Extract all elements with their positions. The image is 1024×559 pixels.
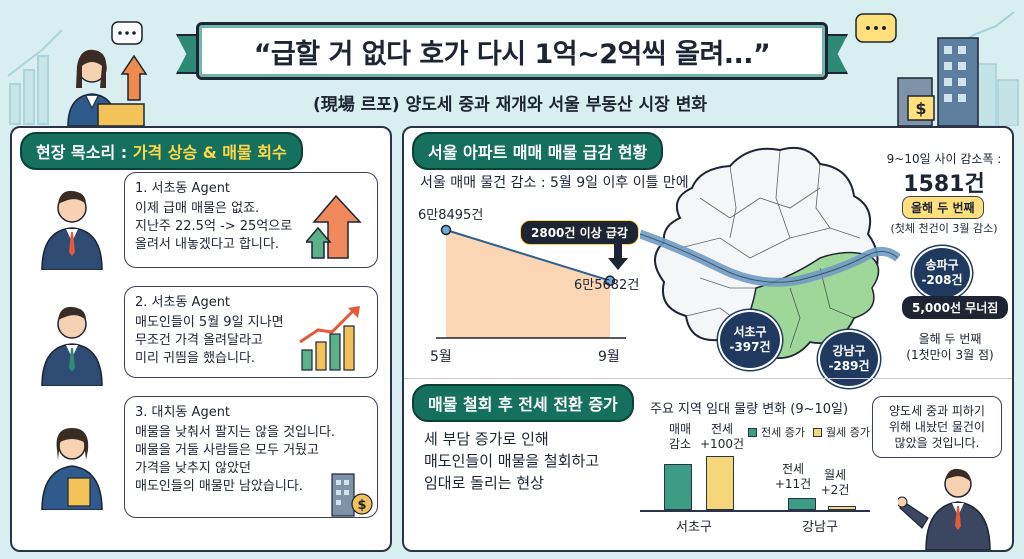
seocho-label-b-1: 전세 — [710, 422, 734, 436]
agent-2-avatar — [41, 306, 103, 386]
agent-2-line-2: 무조건 가격 올려달라고 — [135, 333, 263, 348]
rental-desc-line-3: 임대로 돌리는 현상 — [424, 474, 544, 492]
sales-x-label-sep: 9월 — [598, 349, 620, 365]
rental-x-label-gangnam: 강남구 — [802, 520, 838, 535]
official-avatar — [898, 468, 991, 550]
agent-3-avatar — [41, 428, 103, 510]
decrease-summary-note: (첫체 천건이 3월 감소) — [890, 222, 998, 235]
buildings-illustration: $ — [855, 11, 1019, 126]
main-title-text: “급할 거 없다 호가 다시 1억~2억씩 올려...” — [253, 38, 771, 70]
gangnam-label-a: 전세 +11건 — [770, 462, 816, 492]
agent-2-title: 2. 서초동 Agent — [135, 295, 231, 310]
building-dollar-icon: $ — [331, 473, 373, 517]
panel-divider — [404, 378, 1012, 379]
seocho-label-a: 매매 감소 — [660, 422, 700, 452]
gangnam-label-a-1: 전세 — [781, 462, 805, 476]
songpa-bubble: 송파구 -208건 — [912, 246, 972, 300]
decrease-summary-tag: 올해 두 번째 — [902, 196, 984, 219]
sales-chart-title: 서울 매매 물건 감소 : 5월 9일 이후 이틀 만에 — [420, 175, 689, 191]
gangnam-label-b-2: +2건 — [820, 483, 850, 497]
collapse-tag: 5,000선 무너짐 — [902, 296, 1009, 319]
seocho-bubble: 서초구 -397건 — [718, 310, 782, 370]
voices-header-highlight: 가격 상승 & 매물 회수 — [132, 143, 287, 162]
agent-1-title: 1. 서초동 Agent — [135, 181, 231, 196]
gangnam-jeonse-bar — [788, 498, 816, 510]
seocho-name: 서초구 — [733, 325, 767, 339]
gangnam-wolse-bar — [828, 506, 856, 510]
agent-3-line-4: 매도인들의 매물만 남았습니다. — [135, 479, 303, 494]
legend-jeonse-swatch — [748, 427, 757, 437]
agent-1-avatar — [41, 190, 103, 270]
agent-3-title: 3. 대치동 Agent — [135, 405, 231, 420]
sales-area-fill — [446, 230, 610, 338]
seocho-label-b-2: +100건 — [700, 437, 744, 451]
second-note-2: (1첫만이 3월 점) — [906, 348, 994, 362]
rental-chart-title: 주요 지역 임대 물량 변화 (9~10일) — [650, 402, 849, 417]
agent-2-line-3: 미리 귀띔을 했습니다. — [135, 351, 256, 366]
seocho-label-a-1: 매매 — [668, 422, 692, 436]
gangnam-name: 강남구 — [832, 344, 866, 358]
sales-area-chart — [436, 224, 626, 339]
rising-bars-icon — [299, 306, 360, 371]
official-speech-line-1: 양도세 중과 피하기 — [889, 404, 985, 418]
sales-point-1 — [604, 275, 616, 286]
agent-3-line-1: 매물을 낮춰서 팔지는 않을 것입니다. — [135, 425, 336, 440]
decrease-summary-label: 9~10일 사이 감소폭 : — [886, 152, 1002, 166]
agent-3-line-3: 가격을 낮추지 않았던 — [135, 461, 251, 476]
seocho-label-b: 전세 +100건 — [696, 422, 748, 452]
rental-bar-chart — [640, 420, 870, 512]
agent-3-line-2: 매물을 거둘 사람들은 모두 거뒀고 — [135, 443, 319, 458]
sales-end-label: 6만5682건 — [574, 278, 640, 293]
sales-point-0 — [440, 224, 452, 236]
voices-header-prefix: 현장 목소리 : — [36, 143, 133, 162]
gangnam-label-b: 월세 +2건 — [812, 468, 858, 498]
gangnam-bubble: 강남구 -289건 — [818, 330, 880, 388]
legend-wolse-label: 월세 증가 — [825, 426, 870, 439]
agent-1-line-2: 지난주 22.5억 -> 25억으로 — [135, 219, 293, 234]
official-speech-line-2: 위해 내놨던 물건이 — [889, 420, 985, 434]
rental-desc-line-2: 매도인들이 매물을 철회하고 — [424, 452, 600, 470]
songpa-value: -208건 — [921, 273, 963, 287]
decrease-summary-value: 1581건 — [903, 172, 985, 197]
gangnam-value: -289건 — [828, 359, 870, 373]
agent-1-line-1: 이제 급매 매물은 없죠. — [135, 201, 260, 216]
seocho-wolse-bar — [706, 456, 734, 510]
second-note-1: 올해 두 번째 — [918, 332, 982, 346]
official-speech-line-3: 많았을 것입니다. — [894, 436, 980, 450]
seocho-label-a-2: 감소 — [668, 437, 692, 451]
rental-legend: 전세 증가 월세 증가 — [748, 424, 870, 440]
down-arrow-icon — [608, 236, 628, 270]
official-speech: 양도세 중과 피하기 위해 내놨던 물건이 많았을 것입니다. — [872, 396, 1002, 458]
sales-x-label-may: 5월 — [430, 349, 452, 365]
up-arrows-icon — [306, 194, 362, 259]
voices-header: 현장 목소리 : 가격 상승 & 매물 회수 — [20, 132, 303, 170]
seocho-jeonse-bar — [664, 464, 692, 510]
rental-header: 매물 철회 후 전세 전환 증가 — [412, 384, 634, 422]
rental-baseline — [640, 510, 870, 512]
gangnam-label-a-2: +11건 — [774, 477, 812, 491]
main-title: “급할 거 없다 호가 다시 1억~2억씩 올려...” — [196, 22, 828, 80]
seocho-value: -397건 — [729, 340, 771, 354]
subtitle: (現場 르포) 양도세 중과 재개와 서울 부동산 시장 변화 — [312, 95, 708, 115]
listings-header: 서울 아파트 매매 매물 급감 현황 — [412, 132, 664, 170]
rental-description: 세 부담 증가로 인해 매도인들이 매물을 철회하고 임대로 돌리는 현상 — [424, 428, 599, 494]
songpa-name: 송파구 — [925, 258, 959, 272]
sales-trend-line — [445, 229, 611, 282]
svg-text:$: $ — [357, 498, 366, 513]
agent-2-line-1: 매도인들이 5월 9일 지나면 — [135, 315, 284, 330]
svg-text:$: $ — [915, 99, 926, 118]
sales-start-label: 6만8495건 — [418, 208, 484, 223]
rental-desc-line-1: 세 부담 증가로 인해 — [424, 430, 549, 448]
agent-1-line-3: 올려서 내놓겠다고 합니다. — [135, 237, 279, 252]
legend-jeonse-label: 전세 증가 — [761, 426, 805, 439]
rental-x-label-seocho: 서초구 — [676, 520, 712, 535]
reporter-illustration — [7, 21, 148, 126]
legend-wolse-swatch — [812, 427, 822, 437]
gangnam-label-b-1: 월세 — [823, 468, 847, 482]
